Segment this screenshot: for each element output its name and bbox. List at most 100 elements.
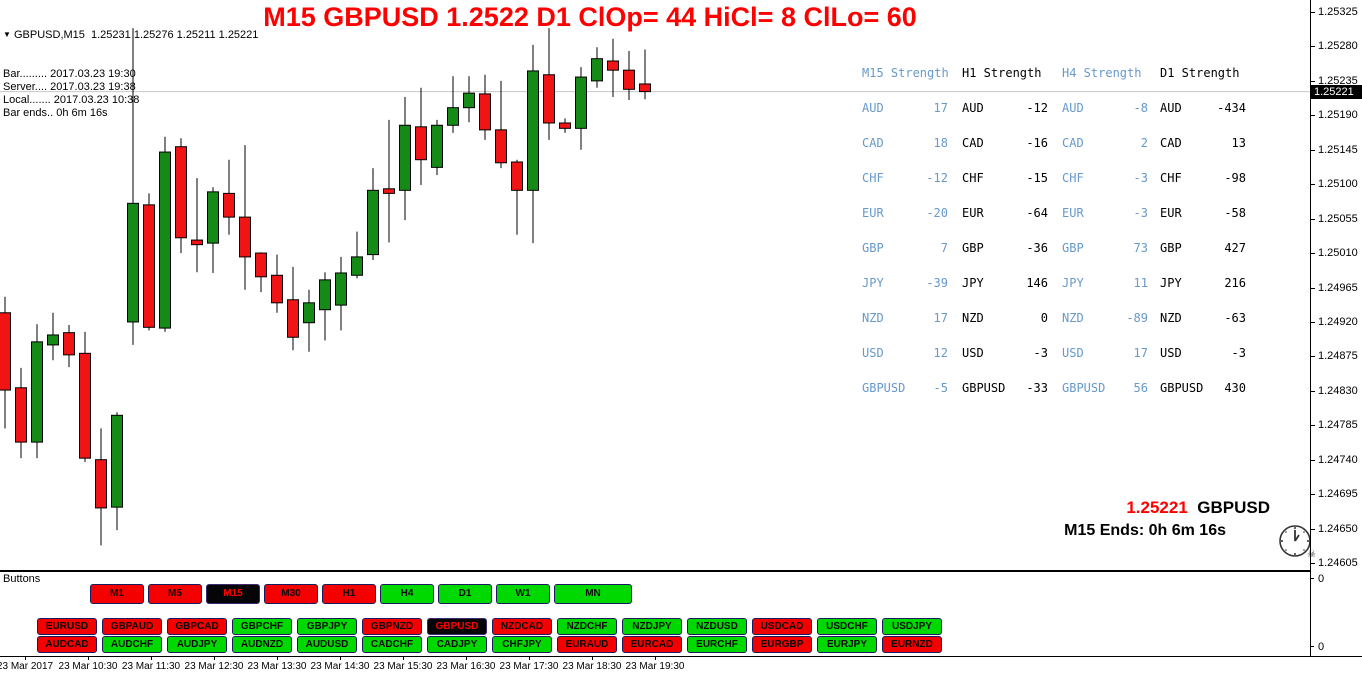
- strength-currency: CHF: [1062, 171, 1084, 185]
- candle-body: [47, 334, 59, 346]
- candles-canvas: [0, 28, 1310, 546]
- symbol-dropdown-icon[interactable]: ▼: [3, 30, 11, 39]
- price-label: 1.24830: [1318, 384, 1358, 397]
- pair-button-eurjpy[interactable]: EURJPY: [817, 636, 877, 653]
- candle-body: [415, 126, 427, 161]
- price-tick: [1311, 528, 1315, 530]
- pair-button-eurusd[interactable]: EURUSD: [37, 618, 97, 635]
- time-label: 23 Mar 15:30: [373, 661, 433, 672]
- pair-button-usdchf[interactable]: USDCHF: [817, 618, 877, 635]
- candle-body: [127, 202, 139, 323]
- buttons-subwindow: Buttons M1 M5 M15 M30 H1 H4 D1 W1 MN EURUSD GBPAU…: [0, 571, 1310, 657]
- time-tick: [25, 657, 26, 660]
- price-tick: [1311, 425, 1315, 427]
- strength-value: -36: [1026, 241, 1048, 255]
- strength-currency: JPY: [962, 276, 984, 290]
- candle-body: [399, 124, 411, 191]
- strength-value: -8: [1133, 101, 1148, 115]
- price-label: 1.24650: [1318, 522, 1358, 535]
- pair-button-gbpcad[interactable]: GBPCAD: [167, 618, 227, 635]
- candle-body: [463, 92, 475, 109]
- pair-button-gbpnzd[interactable]: GBPNZD: [362, 618, 422, 635]
- pair-button-audnzd[interactable]: AUDNZD: [232, 636, 292, 653]
- strength-header: H1 Strength: [962, 66, 1042, 80]
- price-scale[interactable]: 1.25325 1.25280 1.25235 1.25190 1.25145 1.251…: [1311, 0, 1362, 571]
- strength-currency: CAD: [1160, 136, 1182, 150]
- price-label: 1.24785: [1318, 419, 1358, 432]
- candle-body: [15, 387, 27, 443]
- timeframe-button-m1[interactable]: M1: [90, 584, 144, 604]
- strength-value: -98: [1224, 171, 1246, 185]
- strength-currency: AUD: [862, 101, 884, 115]
- pair-button-nzdchf[interactable]: NZDCHF: [557, 618, 617, 635]
- pair-button-nzdusd[interactable]: NZDUSD: [687, 618, 747, 635]
- candle-body: [255, 252, 267, 278]
- timeframe-button-h1[interactable]: H1: [322, 584, 376, 604]
- strength-currency: EUR: [862, 206, 884, 220]
- pair-button-usdjpy[interactable]: USDJPY: [882, 618, 942, 635]
- strength-value: -63: [1224, 311, 1246, 325]
- candle-body: [431, 124, 443, 168]
- price-label: 1.24965: [1318, 281, 1358, 294]
- symbol-ohlc-line[interactable]: ▼ GBPUSD,M15 1.25231 1.25276 1.25211 1.2…: [3, 29, 259, 41]
- pair-button-audchf[interactable]: AUDCHF: [102, 636, 162, 653]
- subwindow-scale-top: 0: [1318, 573, 1325, 585]
- price-tick: [1311, 321, 1315, 323]
- candle-body: [287, 299, 299, 338]
- strength-value: 17: [933, 311, 948, 325]
- timeframe-button-m15[interactable]: M15: [206, 584, 260, 604]
- pair-button-nzdjpy[interactable]: NZDJPY: [622, 618, 682, 635]
- strength-currency: USD: [1062, 346, 1084, 360]
- pair-button-cadchf[interactable]: CADCHF: [362, 636, 422, 653]
- pair-button-usdcad[interactable]: USDCAD: [752, 618, 812, 635]
- strength-value: -16: [1026, 136, 1048, 150]
- time-tick: [214, 657, 215, 660]
- subwindow-title: Buttons: [3, 573, 41, 585]
- pair-button-eurcad[interactable]: EURCAD: [622, 636, 682, 653]
- strength-value: -20: [926, 206, 948, 220]
- price-tick: [1311, 459, 1315, 461]
- strength-currency: GBPUSD: [962, 381, 1006, 395]
- pair-button-eurnzd[interactable]: EURNZD: [882, 636, 942, 653]
- strength-currency: GBP: [1160, 241, 1182, 255]
- pair-button-cadjpy[interactable]: CADJPY: [427, 636, 487, 653]
- strength-value: -15: [1026, 171, 1048, 185]
- pair-button-audjpy[interactable]: AUDJPY: [167, 636, 227, 653]
- pair-button-gbpjpy[interactable]: GBPJPY: [297, 618, 357, 635]
- pair-button-euraud[interactable]: EURAUD: [557, 636, 617, 653]
- info-line: Bar......... 2017.03.23 19:30: [3, 68, 136, 80]
- pair-button-nzdcad[interactable]: NZDCAD: [492, 618, 552, 635]
- time-label: 23 Mar 13:30: [247, 661, 307, 672]
- subwindow-scale-bottom: 0: [1318, 641, 1325, 653]
- strength-value: -3: [1033, 346, 1048, 360]
- info-line: Bar ends.. 0h 6m 16s: [3, 107, 108, 119]
- timeframe-button-m30[interactable]: M30: [264, 584, 318, 604]
- pair-button-chfjpy[interactable]: CHFJPY: [492, 636, 552, 653]
- pair-button-gbpusd[interactable]: GBPUSD: [427, 618, 487, 635]
- strength-header: H4 Strength: [1062, 66, 1142, 80]
- price-tick: [1311, 494, 1315, 496]
- price-label: 1.24695: [1318, 488, 1358, 501]
- strength-value: 17: [933, 101, 948, 115]
- timeframe-button-h4[interactable]: H4: [380, 584, 434, 604]
- timeframe-button-d1[interactable]: D1: [438, 584, 492, 604]
- pair-button-gbpchf[interactable]: GBPCHF: [232, 618, 292, 635]
- pair-button-eurgbp[interactable]: EURGBP: [752, 636, 812, 653]
- price-tick: [1311, 218, 1315, 220]
- pair-button-audcad[interactable]: AUDCAD: [37, 636, 97, 653]
- time-label: 23 Mar 17:30: [499, 661, 559, 672]
- strength-currency: GBP: [962, 241, 984, 255]
- candle-body: [111, 414, 123, 508]
- candlestick-chart: ▼ GBPUSD,M15 1.25231 1.25276 1.25211 1.2…: [0, 0, 1316, 571]
- time-axis[interactable]: 23 Mar 2017 23 Mar 10:30 23 Mar 11:30 23 Ma…: [0, 656, 1362, 675]
- timeframe-button-w1[interactable]: W1: [496, 584, 550, 604]
- pair-button-eurchf[interactable]: EURCHF: [687, 636, 747, 653]
- time-label: 23 Mar 16:30: [436, 661, 496, 672]
- timeframe-button-m5[interactable]: M5: [148, 584, 202, 604]
- timeframe-button-mn[interactable]: MN: [554, 584, 632, 604]
- pair-button-audusd[interactable]: AUDUSD: [297, 636, 357, 653]
- candle-body: [191, 239, 203, 246]
- candle-body: [479, 93, 491, 131]
- candle-body: [527, 70, 539, 191]
- pair-button-gbpaud[interactable]: GBPAUD: [102, 618, 162, 635]
